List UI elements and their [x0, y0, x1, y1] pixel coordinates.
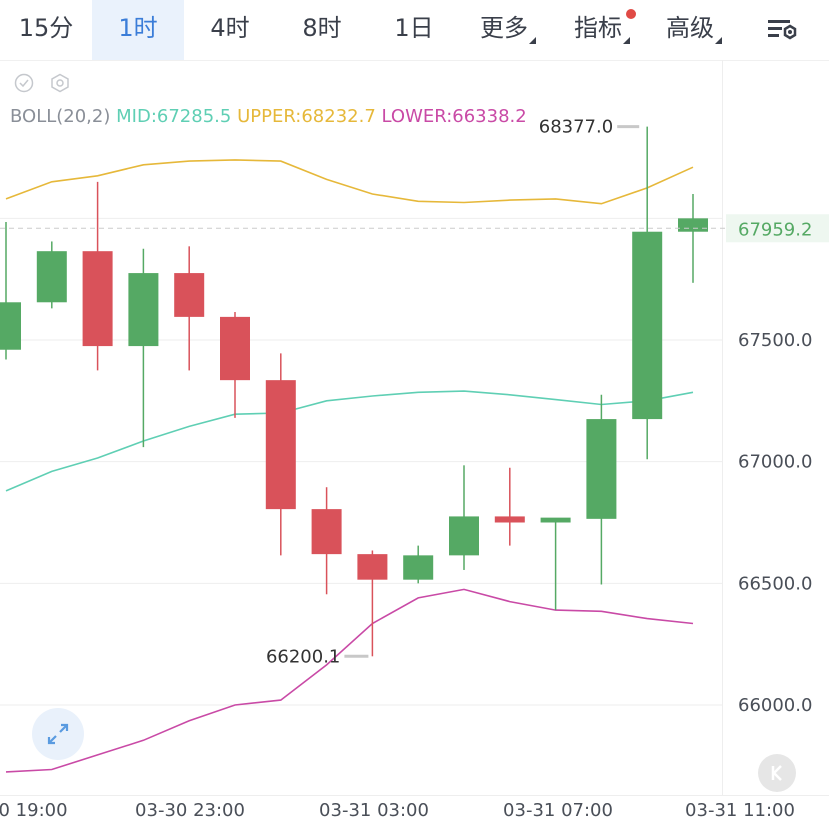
candle-body[interactable] — [220, 316, 250, 381]
chart-tool-icons — [14, 73, 74, 101]
notification-dot — [626, 9, 636, 19]
tab-4h[interactable]: 4时 — [210, 14, 250, 42]
tab-15m[interactable]: 15分 — [18, 14, 74, 42]
candle-body[interactable] — [586, 419, 617, 519]
tab-more-label: 更多 — [480, 14, 528, 42]
legend-mid: MID:67285.5 — [116, 106, 232, 127]
tab-1h[interactable]: 1时 — [92, 0, 184, 60]
candle-body[interactable] — [403, 555, 434, 580]
legend-boll-name: BOLL(20,2) — [10, 106, 111, 127]
dropdown-triangle-icon — [715, 37, 722, 44]
tab-more[interactable]: 更多 — [474, 0, 536, 60]
hexagon-settings-icon[interactable] — [51, 73, 69, 93]
timeframe-tab-bar: 15分 1时 4时 8时 1日 更多 指标 高级 — [0, 0, 829, 60]
expand-icon — [47, 723, 69, 745]
low-price-label: 66200.1 — [266, 646, 340, 667]
candle-body[interactable] — [494, 516, 525, 523]
dropdown-triangle-icon — [623, 37, 630, 44]
candle-body[interactable] — [540, 517, 571, 523]
candlestick-chart[interactable]: 66000.0 66500.0 67000.0 67500.0 0 19:00 03-30… — [0, 60, 829, 835]
candle-body[interactable] — [265, 380, 296, 510]
x-tick-label: 03-30 23:00 — [135, 800, 245, 821]
tab-indicators[interactable]: 指标 — [568, 0, 636, 60]
high-price-label: 68377.0 — [539, 117, 613, 138]
x-tick-label: 03-31 03:00 — [319, 800, 429, 821]
candle-body[interactable] — [449, 516, 479, 556]
x-tick-label: 03-31 11:00 — [685, 800, 795, 821]
boll-mid-line — [5, 390, 694, 492]
check-circle-icon[interactable] — [14, 73, 34, 93]
tab-advanced-label: 高级 — [666, 14, 714, 42]
candle-body[interactable] — [678, 218, 708, 232]
x-tick-label: 0 19:00 — [0, 800, 68, 821]
boll-legend: BOLL(20,2) MID:67285.5 UPPER:68232.7 LOW… — [10, 106, 527, 127]
chart-settings-icon[interactable] — [764, 12, 800, 46]
candle-body[interactable] — [0, 302, 21, 350]
candle-body[interactable] — [82, 251, 113, 347]
tab-indicators-label: 指标 — [574, 14, 622, 42]
k-button-icon — [771, 765, 782, 781]
expand-button[interactable] — [32, 708, 84, 760]
candle-body[interactable] — [36, 251, 67, 303]
y-tick-label: 66000.0 — [738, 695, 812, 716]
last-price-label: 67959.2 — [738, 219, 812, 240]
candle-body[interactable] — [357, 554, 388, 580]
legend-upper: UPPER:68232.7 — [237, 106, 376, 127]
candle-body[interactable] — [128, 273, 159, 347]
y-tick-label: 67000.0 — [738, 452, 812, 473]
y-tick-label: 67500.0 — [738, 330, 812, 351]
tab-8h[interactable]: 8时 — [302, 14, 342, 42]
scroll-to-latest-button[interactable] — [758, 754, 796, 792]
legend-lower: LOWER:66338.2 — [381, 106, 527, 127]
boll-lower-line — [5, 588, 694, 773]
candle-body[interactable] — [174, 273, 205, 317]
x-tick-label: 03-31 07:00 — [503, 800, 613, 821]
candle-body[interactable] — [632, 231, 663, 420]
tab-advanced[interactable]: 高级 — [660, 0, 722, 60]
candle-body[interactable] — [311, 509, 342, 555]
last-price-tag-bg — [726, 214, 829, 243]
boll-upper-line — [5, 159, 694, 205]
dropdown-triangle-icon — [529, 37, 536, 44]
y-tick-label: 66500.0 — [738, 573, 812, 594]
tab-1d[interactable]: 1日 — [394, 14, 434, 42]
